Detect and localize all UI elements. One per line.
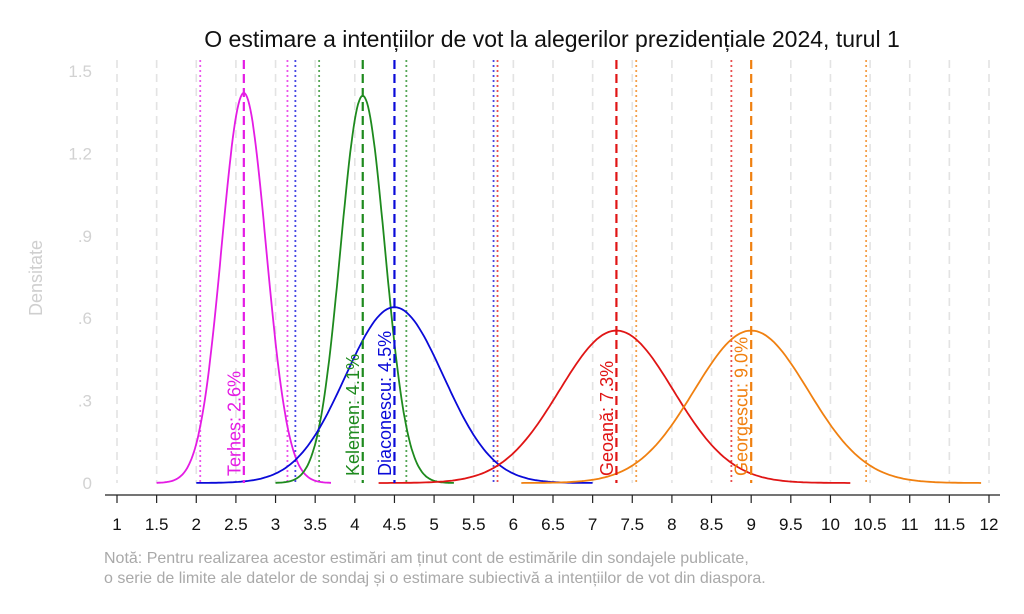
x-tick-label-12: 7: [588, 515, 597, 534]
x-tick-label-13: 7.5: [620, 515, 644, 534]
x-tick-label-5: 3.5: [303, 515, 327, 534]
x-tick-label-16: 9: [746, 515, 755, 534]
x-tick-label-22: 12: [980, 515, 999, 534]
candidate-label-geoana: Geoană: 7.3%: [597, 361, 617, 476]
x-tick-label-1: 1.5: [145, 515, 169, 534]
axes-layer: 0.3.6.91.21.51 1.5 2 2.5 3 3.5 4 4.5 5 5.5 6 6.5 7 7.…: [68, 62, 1000, 534]
x-tick-label-17: 9.5: [779, 515, 803, 534]
x-tick-label-9: 5.5: [462, 515, 486, 534]
grid-layer: [116, 60, 990, 483]
x-tick-label-0: 1: [112, 515, 121, 534]
candidate-label-kelemen: Kelemen: 4.1%: [343, 354, 363, 476]
x-tick-label-2: 2: [192, 515, 201, 534]
y-tick-label-1: .3: [78, 392, 92, 411]
x-tick-label-19: 10.5: [854, 515, 887, 534]
x-tick-label-20: 11: [901, 515, 919, 534]
mean-lines-layer: [242, 60, 753, 483]
y-tick-label-5: 1.5: [68, 62, 92, 81]
candidate-label-georgescu: Georgescu: 9.0%: [732, 337, 752, 476]
chart-title: O estimare a intențiilor de vot la alege…: [204, 26, 900, 52]
x-tick-label-4: 3: [271, 515, 280, 534]
x-tick-label-6: 4: [350, 515, 359, 534]
note-line-2: o serie de limite ale datelor de sondaj …: [104, 570, 766, 587]
density-curve-geoana: [378, 329, 851, 484]
x-tick-label-14: 8: [667, 515, 676, 534]
density-curves-layer: [156, 92, 982, 484]
density-curve-diaconescu: [196, 306, 593, 484]
candidate-label-diaconescu: Diaconescu: 4.5%: [375, 331, 395, 476]
note-line-1: Notă: Pentru realizarea acestor estimări…: [104, 550, 749, 567]
y-tick-label-3: .9: [78, 227, 92, 246]
y-axis-label: Densitate: [26, 240, 46, 316]
y-tick-label-0: 0: [83, 474, 92, 493]
y-tick-label-2: .6: [78, 309, 92, 328]
x-tick-label-11: 6.5: [541, 515, 565, 534]
x-tick-label-10: 6: [509, 515, 518, 534]
x-tick-label-3: 2.5: [224, 515, 248, 534]
confidence-lines-layer: [199, 60, 868, 483]
x-tick-label-7: 4.5: [383, 515, 407, 534]
candidate-labels-layer: Terheș: 2.6% Kelemen: 4.1% Diaconescu: 4.5…: [224, 331, 751, 476]
x-tick-label-15: 8.5: [700, 515, 724, 534]
x-tick-label-21: 11.5: [933, 515, 965, 534]
density-curve-kelemen: [275, 94, 454, 484]
x-tick-label-8: 5: [429, 515, 438, 534]
candidate-label-terhes: Terheș: 2.6%: [224, 371, 244, 476]
y-tick-label-4: 1.2: [68, 144, 92, 163]
x-tick-label-18: 10: [821, 515, 840, 534]
